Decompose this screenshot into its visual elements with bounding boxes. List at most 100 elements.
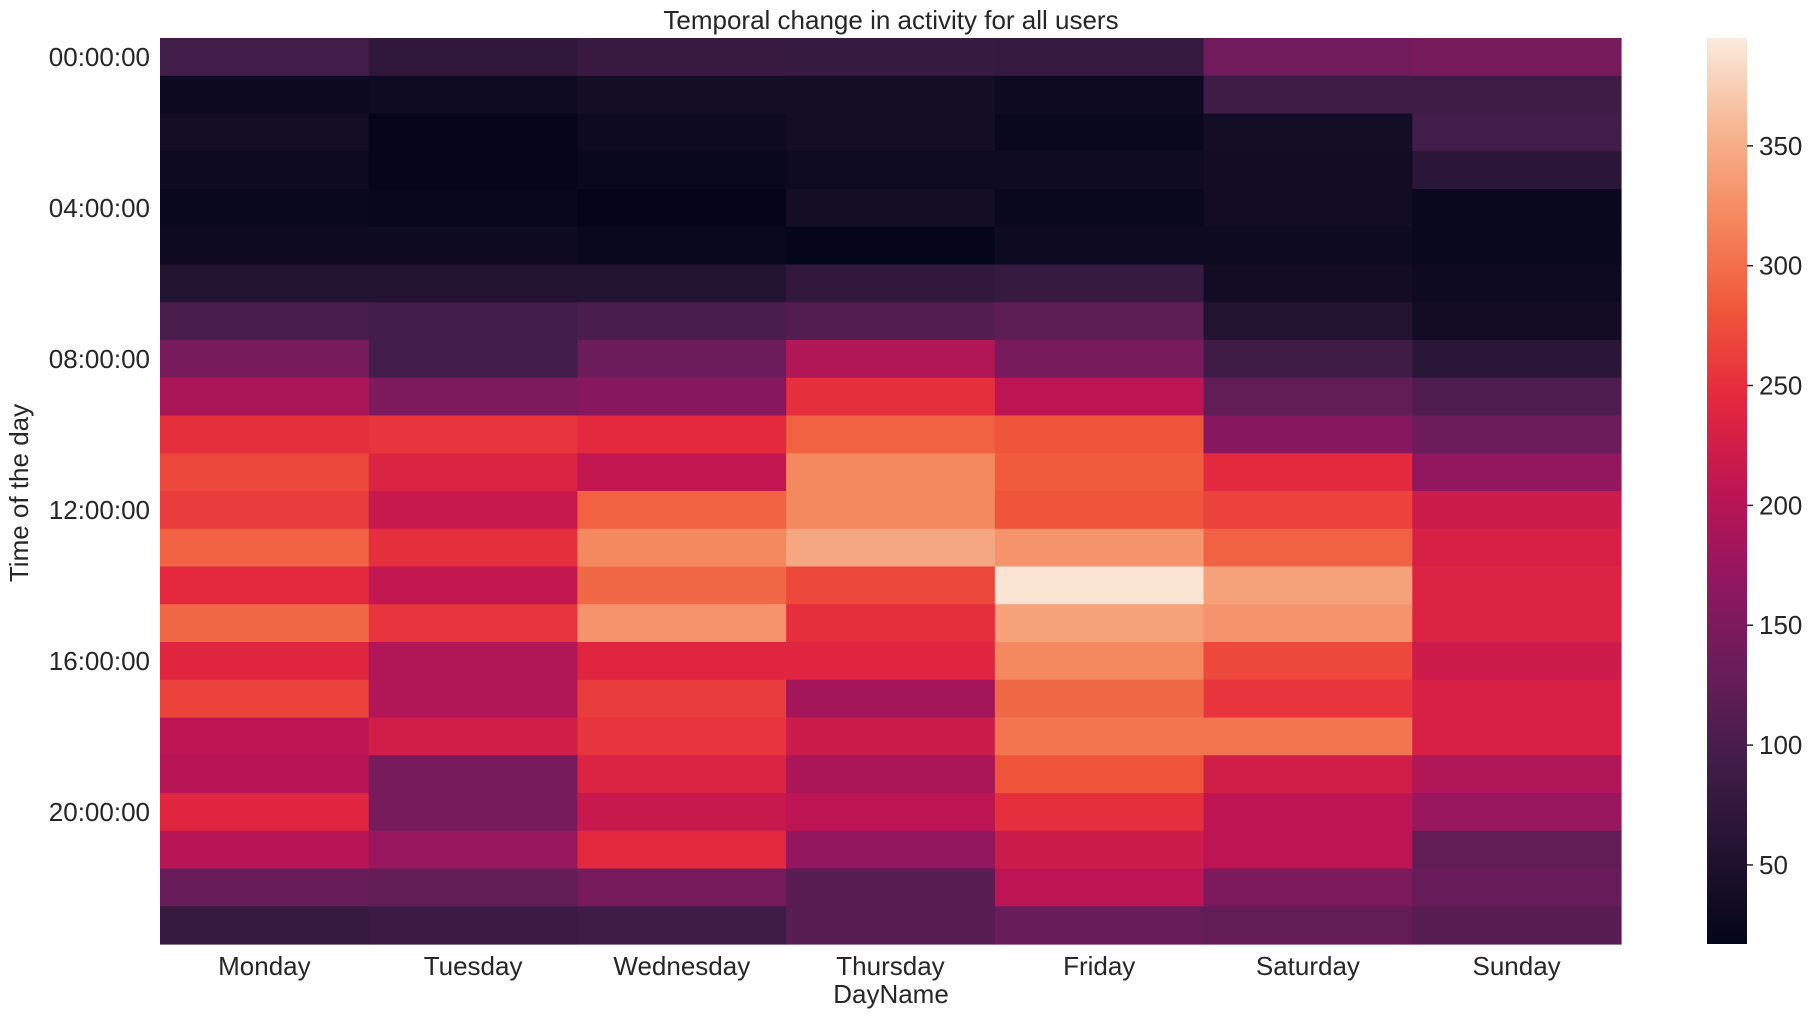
heatmap-cell — [786, 793, 996, 832]
heatmap-cell — [786, 868, 996, 907]
heatmap-cell — [786, 566, 996, 605]
heatmap-cell — [577, 189, 787, 228]
colorbar-tick-label: 50 — [1759, 850, 1788, 880]
heatmap-cell — [994, 566, 1205, 605]
y-tick-label: 00:00:00 — [49, 42, 150, 72]
heatmap-cell — [1203, 38, 1413, 77]
heatmap-cell — [368, 755, 579, 794]
heatmap-cell — [994, 755, 1205, 794]
heatmap-cell — [1203, 264, 1413, 303]
heatmap-cell — [368, 38, 579, 77]
heatmap-cell — [577, 264, 787, 303]
heatmap-cell — [160, 642, 370, 681]
heatmap-cell — [368, 679, 579, 719]
heatmap-cell — [577, 830, 787, 870]
heatmap-cell — [1203, 302, 1413, 341]
heatmap-cell — [577, 755, 787, 794]
heatmap-cell — [160, 830, 370, 870]
heatmap-cell — [786, 151, 996, 190]
heatmap-cell — [1203, 415, 1413, 454]
heatmap-cell — [1412, 226, 1622, 266]
heatmap-cell — [160, 264, 370, 303]
heatmap-cell — [994, 377, 1205, 417]
heatmap-cell — [368, 226, 579, 266]
heatmap-cell — [994, 528, 1205, 568]
heatmap-cell — [1203, 604, 1413, 643]
heatmap-cell — [994, 151, 1205, 190]
heatmap-cell — [577, 38, 787, 77]
heatmap-cell — [786, 755, 996, 794]
heatmap-cell — [368, 453, 579, 492]
heatmap-cell — [1203, 189, 1413, 228]
x-tick-label: Monday — [218, 951, 311, 981]
heatmap-cell — [368, 113, 579, 152]
x-tick-label: Saturday — [1256, 951, 1360, 981]
heatmap-cell — [368, 75, 579, 115]
x-tick-label: Tuesday — [424, 951, 523, 981]
heatmap-cell — [994, 75, 1205, 115]
heatmap-cell — [1203, 113, 1413, 152]
heatmap-cell — [994, 717, 1205, 756]
heatmap-cell — [1412, 340, 1622, 379]
heatmap-cell — [368, 189, 579, 228]
heatmap-cell — [577, 793, 787, 832]
x-tick-label: Wednesday — [613, 951, 750, 981]
heatmap-cell — [160, 679, 370, 719]
heatmap-cell — [994, 868, 1205, 907]
heatmap-cell — [160, 189, 370, 228]
heatmap-cell — [994, 113, 1205, 152]
heatmap-cell — [577, 453, 787, 492]
colorbar-tick-label: 300 — [1759, 251, 1802, 281]
heatmap-cell — [160, 113, 370, 152]
heatmap-cell — [368, 151, 579, 190]
heatmap-cell — [786, 453, 996, 492]
x-tick-label: Sunday — [1473, 951, 1561, 981]
heatmap-cell — [994, 453, 1205, 492]
heatmap-cell — [368, 642, 579, 681]
colorbar-tick-label: 350 — [1759, 131, 1802, 161]
heatmap-cell — [368, 491, 579, 530]
heatmap-cell — [1203, 151, 1413, 190]
heatmap-cell — [368, 566, 579, 605]
heatmap-cell — [577, 642, 787, 681]
heatmap-cell — [1203, 226, 1413, 266]
heatmap-cell — [160, 415, 370, 454]
heatmap-cell — [1412, 38, 1622, 77]
heatmap-cell — [160, 38, 370, 77]
heatmap-cell — [1203, 679, 1413, 719]
colorbar-tick-label: 250 — [1759, 371, 1802, 401]
heatmap-cell — [1203, 340, 1413, 379]
heatmap-cell — [160, 566, 370, 605]
heatmap-cell — [577, 113, 787, 152]
heatmap-cell — [160, 377, 370, 417]
heatmap-cell — [1203, 491, 1413, 530]
heatmap-cell — [1203, 528, 1413, 568]
heatmap-cell — [577, 491, 787, 530]
heatmap-cell — [994, 226, 1205, 266]
heatmap-cell — [577, 415, 787, 454]
heatmap-cell — [577, 528, 787, 568]
heatmap-cell — [994, 38, 1205, 77]
colorbar — [1707, 38, 1747, 944]
heatmap-cell — [1412, 453, 1622, 492]
heatmap-cell — [786, 189, 996, 228]
heatmap-cell — [577, 75, 787, 115]
heatmap-cell — [786, 226, 996, 266]
heatmap-cell — [1203, 377, 1413, 417]
heatmap-cell — [577, 302, 787, 341]
heatmap-cell — [368, 868, 579, 907]
heatmap-cell — [1412, 566, 1622, 605]
heatmap-cell — [994, 793, 1205, 832]
heatmap-cell — [1412, 113, 1622, 152]
heatmap-cell — [160, 604, 370, 643]
heatmap-cell — [368, 377, 579, 417]
heatmap-cell — [577, 679, 787, 719]
heatmap-cell — [994, 189, 1205, 228]
heatmap-cell — [786, 679, 996, 719]
heatmap-cell — [160, 528, 370, 568]
heatmap-cell — [1203, 830, 1413, 870]
heatmap-cell — [1203, 793, 1413, 832]
heatmap-cell — [160, 906, 370, 945]
y-tick-label: 12:00:00 — [49, 495, 150, 525]
heatmap-cell — [368, 528, 579, 568]
